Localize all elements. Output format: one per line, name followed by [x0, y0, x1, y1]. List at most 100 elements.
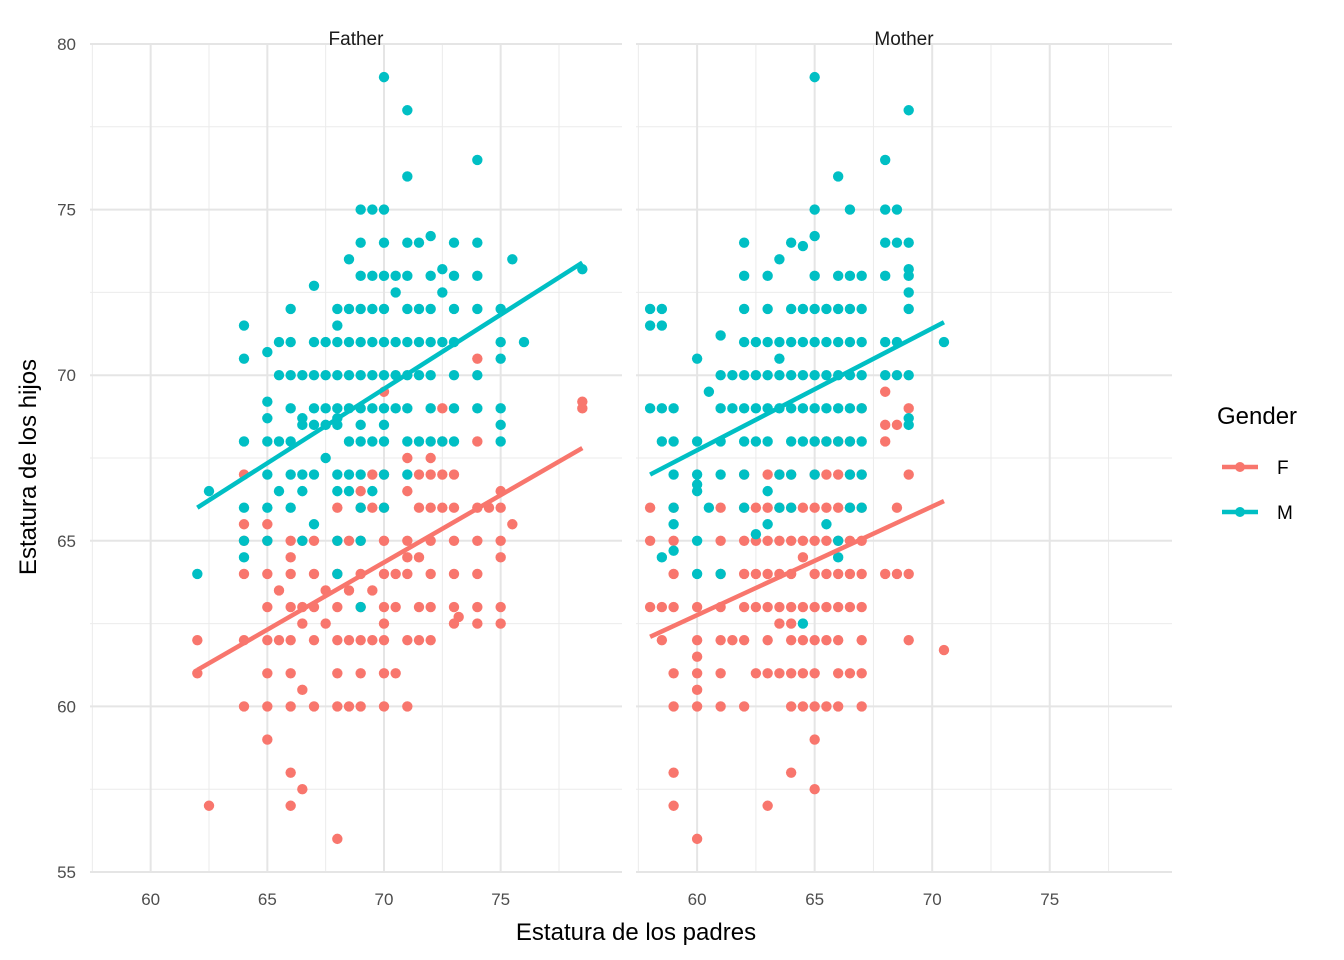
point-m [355, 237, 366, 248]
point-f [903, 403, 914, 414]
point-m [425, 370, 436, 381]
point-f [668, 767, 679, 778]
point-f [402, 552, 413, 563]
point-f [448, 568, 460, 580]
x-tick-label: 70 [375, 890, 394, 909]
point-m [413, 336, 425, 348]
point-m [809, 303, 820, 315]
point-f [425, 634, 436, 646]
point-f [378, 618, 390, 629]
point-m [738, 270, 750, 282]
point-f [821, 502, 832, 513]
point-m [378, 370, 390, 381]
point-m [809, 403, 820, 414]
point-f [762, 469, 773, 480]
point-f [832, 634, 844, 646]
point-f [644, 535, 656, 546]
point-m [238, 436, 250, 447]
point-f [656, 634, 668, 646]
point-m [495, 419, 506, 431]
point-f [832, 601, 844, 613]
y-tick-label: 65 [57, 532, 76, 551]
point-m [355, 535, 366, 546]
point-f [762, 568, 773, 580]
point-f [750, 668, 762, 679]
point-m [809, 71, 820, 83]
point-m [367, 370, 378, 381]
point-f [797, 552, 809, 563]
point-f [262, 568, 273, 580]
point-m [308, 403, 320, 414]
point-m [738, 436, 750, 447]
point-m [903, 419, 914, 431]
point-m [903, 105, 914, 116]
point-f [448, 535, 460, 546]
point-f [879, 436, 891, 447]
point-m [390, 403, 401, 414]
point-m [762, 336, 773, 348]
point-f [332, 701, 343, 712]
point-f [738, 634, 750, 646]
y-tick-label: 80 [57, 35, 76, 54]
point-f [809, 601, 820, 613]
point-f [437, 469, 448, 480]
point-m [192, 568, 203, 580]
point-f [785, 535, 797, 546]
x-tick-label: 65 [805, 890, 824, 909]
point-f [832, 668, 844, 679]
y-tick-label: 55 [57, 863, 76, 882]
point-m [656, 552, 668, 563]
point-m [809, 469, 820, 480]
legend-label-f: F [1277, 458, 1289, 479]
point-m [437, 336, 448, 348]
point-f [367, 469, 378, 480]
point-m [832, 336, 844, 348]
point-f [715, 634, 726, 646]
point-f [738, 535, 750, 546]
point-f [856, 568, 867, 580]
legend-title: Gender [1217, 403, 1297, 430]
point-f [402, 568, 413, 580]
point-f [495, 535, 506, 546]
point-f [809, 701, 820, 712]
point-m [332, 535, 343, 546]
point-m [844, 270, 856, 282]
panel-mother: Mother 60 65 70 75 [636, 29, 1172, 909]
point-m [402, 270, 413, 282]
point-m [738, 502, 750, 513]
point-m [762, 485, 773, 497]
point-f [797, 502, 809, 513]
point-m [891, 204, 903, 215]
fit-line-m-father [196, 260, 584, 510]
point-f [762, 601, 773, 613]
point-f [644, 502, 656, 513]
legend-key-point-f [1235, 462, 1245, 472]
point-m [262, 413, 273, 424]
point-m [668, 403, 679, 414]
point-m [343, 254, 355, 265]
point-m [378, 436, 390, 447]
point-f [472, 436, 483, 447]
point-m [879, 204, 891, 215]
point-m [378, 502, 390, 513]
point-f [715, 668, 726, 679]
point-m [703, 386, 715, 397]
point-f [879, 386, 891, 397]
y-tick-label: 75 [57, 201, 76, 220]
point-m [703, 502, 715, 513]
point-m [844, 436, 856, 447]
point-m [437, 264, 448, 275]
point-m [402, 105, 413, 116]
point-m [797, 403, 809, 414]
point-f [413, 502, 425, 513]
point-f [832, 701, 844, 712]
point-m [355, 601, 366, 613]
point-m [402, 303, 413, 315]
point-m [785, 502, 797, 513]
point-f [390, 568, 401, 580]
point-m [809, 270, 820, 282]
point-f [668, 668, 679, 679]
point-m [891, 370, 903, 381]
point-f [367, 502, 378, 513]
point-f [809, 568, 820, 580]
